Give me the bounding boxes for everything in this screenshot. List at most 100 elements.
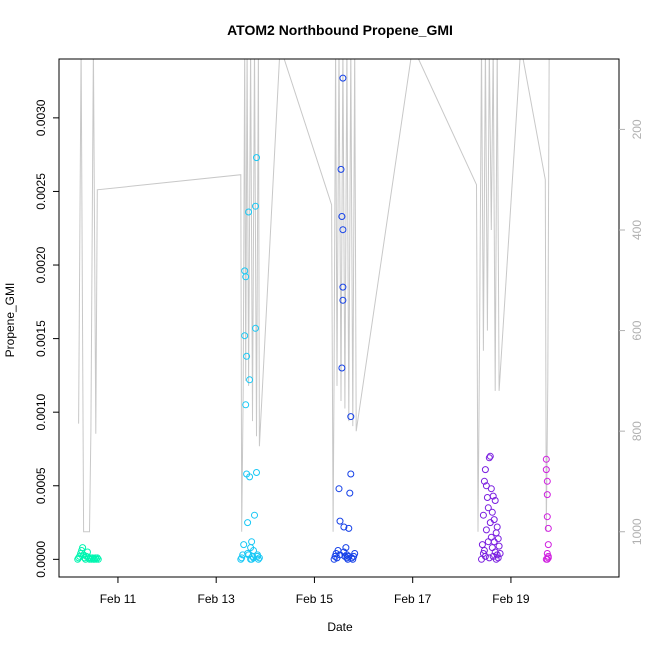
data-point (351, 550, 359, 557)
data-point (240, 541, 248, 549)
data-point (93, 554, 101, 562)
data-point (481, 466, 489, 474)
data-point (241, 332, 249, 340)
data-point (494, 554, 502, 562)
data-point (246, 473, 254, 481)
secondary-series-line (78, 59, 550, 533)
data-point (243, 352, 251, 360)
data-point (242, 401, 250, 409)
data-point (544, 552, 552, 560)
data-point (238, 554, 246, 562)
data-point (485, 554, 493, 562)
data-point (251, 511, 258, 519)
y-tick-label: 0.0000 (34, 541, 48, 578)
data-point (253, 469, 260, 476)
data-point (339, 74, 347, 82)
data-point (336, 517, 344, 525)
x-tick-label: Feb 19 (492, 592, 530, 606)
data-point (245, 208, 253, 216)
data-point (489, 492, 497, 500)
data-point (484, 538, 492, 546)
data-point (492, 555, 500, 563)
secondary-tick-label: 400 (630, 220, 644, 240)
secondary-tick-label: 800 (630, 421, 644, 441)
data-point (350, 552, 358, 560)
data-point (486, 452, 494, 460)
data-point (331, 552, 339, 560)
data-point (248, 538, 256, 546)
data-point (79, 544, 87, 552)
data-point (347, 413, 355, 421)
data-point (254, 555, 262, 563)
data-point (491, 497, 499, 504)
data-point (493, 523, 501, 531)
secondary-series-layer (78, 59, 550, 533)
data-point (346, 489, 354, 497)
data-point (338, 213, 346, 220)
data-point (496, 550, 504, 557)
data-point (337, 165, 345, 173)
y-axis-label: Propene_GMI (3, 283, 17, 358)
data-point (92, 555, 100, 563)
data-point (254, 551, 261, 559)
data-point (335, 485, 343, 493)
data-point (479, 511, 487, 519)
axes-layer: Feb 11 Feb 13 Feb 15 Feb 17 Feb 19 0.0000 0.00… (34, 99, 644, 606)
data-point (347, 470, 355, 478)
data-point (487, 485, 495, 493)
chart-title: ATOM2 Northbound Propene_GMI (227, 22, 453, 38)
data-point (490, 516, 498, 524)
data-point (488, 544, 496, 552)
data-point (480, 477, 488, 485)
y-tick-label: 0.0030 (34, 99, 48, 136)
data-point (244, 519, 252, 527)
x-tick-label: Feb 13 (198, 592, 236, 606)
x-tick-label: Feb 11 (100, 592, 137, 606)
data-point (342, 544, 350, 552)
x-axis-label: Date (327, 620, 353, 634)
data-point (242, 273, 250, 281)
data-point (544, 541, 552, 549)
data-point (490, 538, 498, 546)
data-point (484, 504, 492, 512)
x-tick-label: Feb 17 (394, 592, 432, 606)
data-point (495, 542, 503, 550)
plot-frame (58, 58, 620, 578)
data-point (252, 324, 259, 332)
data-point (338, 364, 346, 372)
data-point (252, 202, 259, 210)
secondary-tick-label: 200 (630, 119, 644, 139)
data-point (340, 548, 348, 556)
data-point (247, 544, 255, 552)
data-point (543, 555, 551, 563)
x-tick-label: Feb 15 (296, 592, 334, 606)
data-point (485, 454, 493, 462)
data-point (339, 296, 347, 304)
data-point (343, 554, 351, 562)
y-tick-label: 0.0005 (34, 467, 48, 504)
data-point (344, 555, 352, 563)
y-tick-label: 0.0015 (34, 320, 48, 357)
data-point (543, 477, 551, 485)
data-point (339, 226, 347, 234)
data-point (482, 526, 490, 534)
data-point (492, 529, 500, 537)
secondary-tick-label: 600 (630, 320, 644, 340)
data-point (488, 508, 496, 516)
data-points-layer (74, 74, 552, 563)
data-point (478, 541, 486, 549)
data-point (543, 513, 551, 521)
data-point (345, 524, 353, 532)
data-point (494, 535, 502, 543)
data-point (543, 491, 551, 499)
data-point (246, 376, 254, 384)
y-tick-label: 0.0020 (34, 246, 48, 283)
data-point (237, 555, 245, 563)
data-point (544, 524, 552, 532)
y-tick-label: 0.0025 (34, 173, 48, 210)
data-point (542, 455, 550, 463)
data-point (241, 267, 249, 275)
secondary-tick-label: 1000 (630, 518, 644, 545)
data-point (248, 555, 256, 563)
